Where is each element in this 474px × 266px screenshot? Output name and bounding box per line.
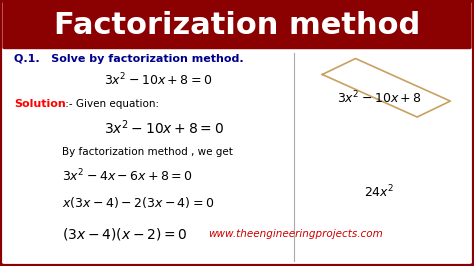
Text: Solution: Solution bbox=[14, 99, 66, 109]
Text: www.theengineeringprojects.com: www.theengineeringprojects.com bbox=[209, 229, 383, 239]
Text: $x(3x-4)-2(3x-4)=0$: $x(3x-4)-2(3x-4)=0$ bbox=[62, 195, 214, 210]
Text: :- Given equation:: :- Given equation: bbox=[62, 99, 159, 109]
FancyBboxPatch shape bbox=[2, 1, 472, 49]
Text: $3x^2 -4x-6x+8=0$: $3x^2 -4x-6x+8=0$ bbox=[62, 167, 192, 184]
Text: By factorization method , we get: By factorization method , we get bbox=[62, 147, 232, 157]
Text: $24x^2$: $24x^2$ bbox=[364, 183, 394, 200]
Text: $3x^2 -10x+8=0$: $3x^2 -10x+8=0$ bbox=[104, 72, 212, 88]
Text: Q.1.   Solve by factorization method.: Q.1. Solve by factorization method. bbox=[14, 53, 244, 64]
Text: $3x^2-10x+8$: $3x^2-10x+8$ bbox=[337, 90, 422, 107]
Text: Factorization method: Factorization method bbox=[54, 11, 420, 40]
Text: $(3x-4)(x-2)=0$: $(3x-4)(x-2)=0$ bbox=[62, 226, 187, 242]
Text: $3x^2 - 10x + 8 = 0$: $3x^2 - 10x + 8 = 0$ bbox=[104, 118, 224, 137]
